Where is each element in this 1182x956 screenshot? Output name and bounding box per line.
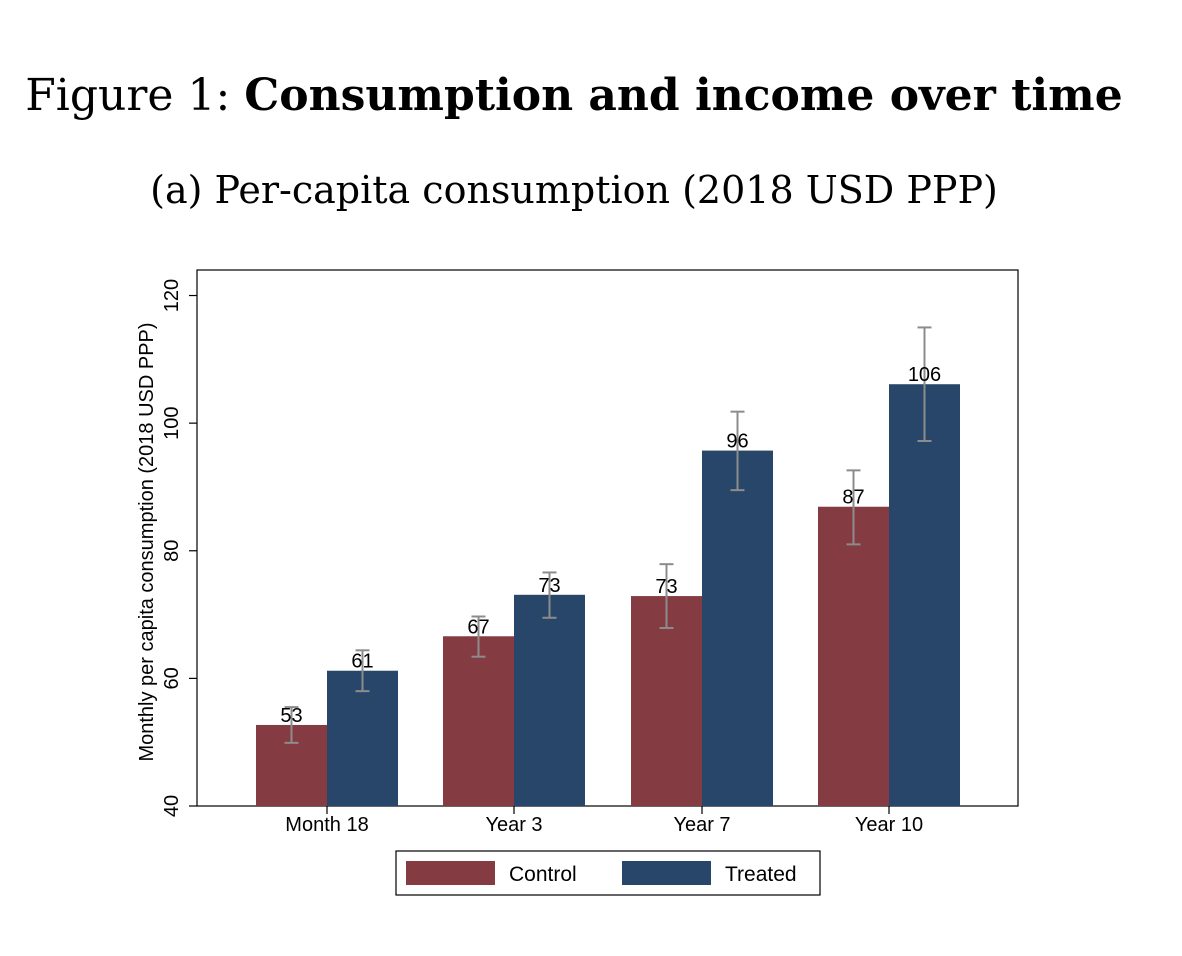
treated-value-label: 106 [908, 364, 941, 386]
treated-bar [702, 450, 773, 806]
y-tick-label: 100 [161, 406, 183, 439]
x-tick-label: Month 18 [285, 814, 368, 836]
treated-value-label: 61 [351, 651, 373, 673]
y-tick-label: 80 [161, 540, 183, 562]
figure-title-text: Consumption and income over time [244, 70, 1123, 121]
control-bar [818, 506, 889, 806]
y-tick-label: 40 [161, 795, 183, 817]
control-bar [631, 596, 702, 806]
legend-label-control: Control [509, 863, 577, 886]
treated-value-label: 96 [726, 431, 748, 453]
control-value-label: 67 [467, 616, 489, 638]
treated-value-label: 73 [538, 575, 560, 597]
figure-title: Figure 1: Consumption and income over ti… [0, 70, 1148, 121]
treated-bar [514, 594, 585, 806]
x-tick-label: Year 10 [855, 814, 923, 836]
y-tick-label: 60 [161, 667, 183, 689]
control-bar [443, 636, 514, 806]
y-tick-label: 120 [161, 279, 183, 312]
legend-swatch-treated [622, 861, 711, 885]
control-value-label: 73 [655, 576, 677, 598]
treated-bar [327, 670, 398, 806]
figure-label: Figure 1: [25, 70, 231, 121]
legend-label-treated: Treated [725, 863, 797, 886]
panel-subtitle: (a) Per-capita consumption (2018 USD PPP… [150, 168, 998, 212]
x-tick-label: Year 3 [485, 814, 542, 836]
y-axis-title: Monthly per capita consumption (2018 USD… [136, 322, 158, 761]
treated-bar [889, 384, 960, 806]
control-value-label: 53 [280, 705, 302, 727]
x-tick-label: Year 7 [673, 814, 730, 836]
control-value-label: 87 [842, 487, 864, 509]
legend-swatch-control [406, 861, 495, 885]
plot-frame [196, 269, 1019, 807]
